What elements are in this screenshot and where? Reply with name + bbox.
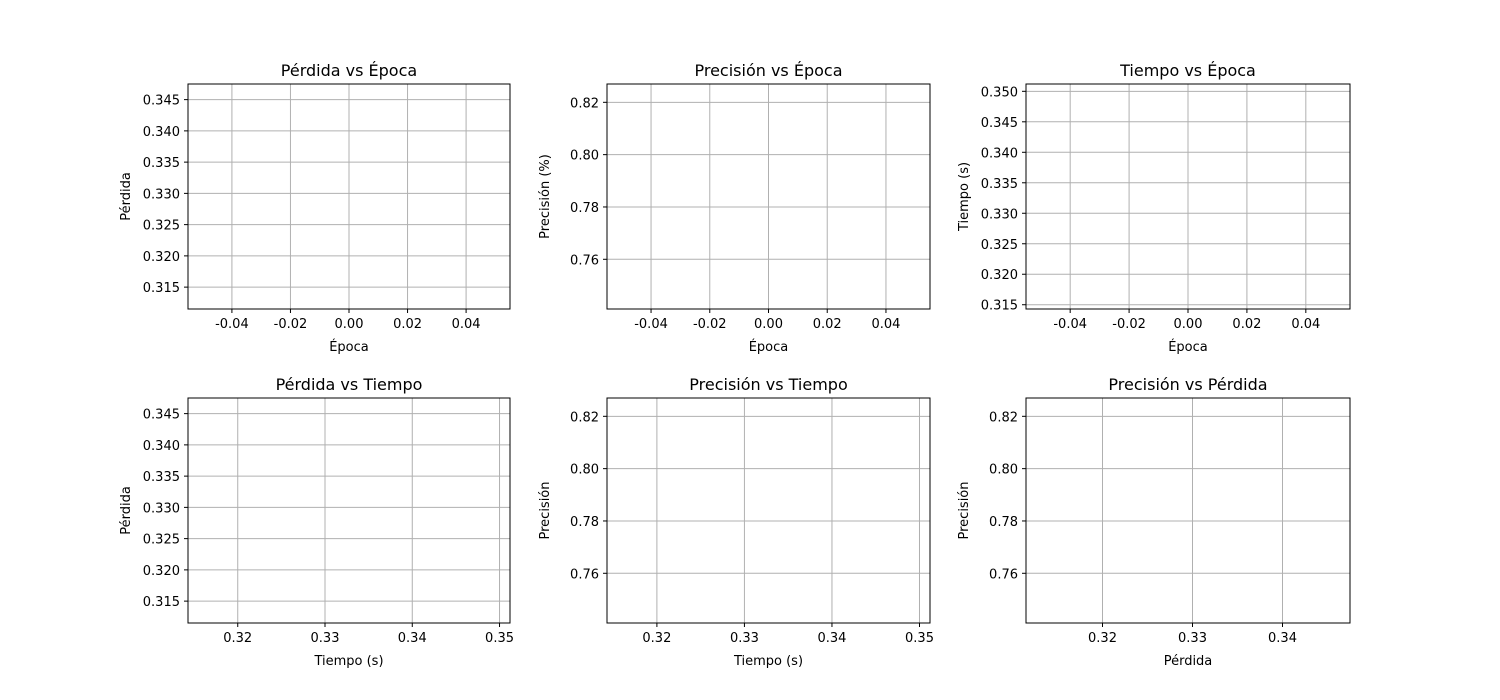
x-tick-label: -0.04 xyxy=(634,317,668,332)
y-tick-label: 0.80 xyxy=(989,463,1018,478)
y-axis-label: Precisión (%) xyxy=(538,154,553,239)
y-tick-label: 0.82 xyxy=(570,96,599,111)
y-tick-label: 0.80 xyxy=(570,149,599,164)
x-tick-label: 0.04 xyxy=(1291,317,1320,332)
x-tick-label: 0.02 xyxy=(393,317,422,332)
x-tick-label: 0.00 xyxy=(335,317,364,332)
y-tick-label: 0.340 xyxy=(143,439,180,454)
x-tick-label: 0.04 xyxy=(871,317,900,332)
y-tick-label: 0.315 xyxy=(981,299,1018,314)
chart-title: Pérdida vs Época xyxy=(281,61,417,80)
y-tick-label: 0.340 xyxy=(981,146,1018,161)
axes-frame xyxy=(1025,397,1351,624)
subplot: -0.04 -0.02 0.00 0.02 0.04 0.76 0.78 0.80 0.82 Pr… xyxy=(538,61,931,355)
y-axis-label: Precisión xyxy=(538,481,553,539)
x-axis-label: Pérdida xyxy=(1164,654,1213,669)
x-tick-label: -0.04 xyxy=(1053,317,1087,332)
axes-frame xyxy=(1025,83,1351,310)
y-axis-label: Pérdida xyxy=(119,172,134,221)
y-axis-label: Tiempo (s) xyxy=(957,162,972,232)
chart-title: Precisión vs Pérdida xyxy=(1108,375,1267,394)
y-tick-label: 0.345 xyxy=(143,408,180,423)
subplot: 0.32 0.33 0.34 0.35 0.76 0.78 0.80 0.82 Precisió… xyxy=(538,375,934,669)
x-tick-label: -0.04 xyxy=(215,317,249,332)
subplot: -0.04 -0.02 0.00 0.02 0.04 0.315 0.320 0.325 0.3… xyxy=(119,61,511,355)
y-tick-label: 0.330 xyxy=(143,501,180,516)
x-tick-label: 0.33 xyxy=(311,631,340,646)
y-tick-label: 0.82 xyxy=(989,410,1018,425)
x-tick-label: 0.02 xyxy=(813,317,842,332)
x-tick-label: 0.32 xyxy=(1088,631,1117,646)
x-axis-label: Tiempo (s) xyxy=(313,654,383,669)
y-tick-label: 0.80 xyxy=(570,463,599,478)
subplot: 0.32 0.33 0.34 0.76 0.78 0.80 0.82 Precisión vs… xyxy=(957,375,1351,669)
y-tick-label: 0.315 xyxy=(143,281,180,296)
subplot: 0.32 0.33 0.34 0.35 0.315 0.320 0.325 0.330 0.33… xyxy=(119,375,514,669)
y-tick-label: 0.335 xyxy=(143,156,180,171)
chart-title: Pérdida vs Tiempo xyxy=(276,375,423,394)
x-tick-label: 0.33 xyxy=(1178,631,1207,646)
x-axis-label: Tiempo (s) xyxy=(733,654,803,669)
x-tick-label: 0.00 xyxy=(754,317,783,332)
y-tick-label: 0.325 xyxy=(143,219,180,234)
x-tick-label: 0.00 xyxy=(1174,317,1203,332)
x-tick-label: 0.04 xyxy=(452,317,481,332)
x-tick-label: 0.34 xyxy=(817,631,846,646)
y-tick-label: 0.315 xyxy=(143,595,180,610)
y-axis-label: Pérdida xyxy=(119,486,134,535)
y-tick-label: 0.320 xyxy=(981,268,1018,283)
x-tick-label: 0.32 xyxy=(223,631,252,646)
y-tick-label: 0.320 xyxy=(143,564,180,579)
y-tick-label: 0.78 xyxy=(989,515,1018,530)
y-tick-label: 0.345 xyxy=(981,116,1018,131)
axes-frame xyxy=(187,397,511,624)
chart-title: Precisión vs Tiempo xyxy=(689,375,847,394)
axes-frame xyxy=(187,83,511,310)
x-axis-label: Época xyxy=(749,339,789,355)
y-tick-label: 0.340 xyxy=(143,125,180,140)
y-tick-label: 0.82 xyxy=(570,410,599,425)
x-tick-label: 0.33 xyxy=(730,631,759,646)
y-tick-label: 0.335 xyxy=(981,177,1018,192)
y-tick-label: 0.320 xyxy=(143,250,180,265)
y-tick-label: 0.76 xyxy=(570,567,599,582)
y-tick-label: 0.330 xyxy=(143,187,180,202)
x-tick-label: -0.02 xyxy=(1112,317,1146,332)
x-axis-label: Época xyxy=(329,339,369,355)
y-tick-label: 0.78 xyxy=(570,201,599,216)
x-tick-label: 0.34 xyxy=(398,631,427,646)
x-tick-label: -0.02 xyxy=(693,317,727,332)
x-tick-label: 0.35 xyxy=(485,631,514,646)
axes-frame xyxy=(606,397,931,624)
x-tick-label: 0.34 xyxy=(1268,631,1297,646)
chart-title: Precisión vs Época xyxy=(694,61,842,80)
axes-frame xyxy=(606,83,931,310)
chart-title: Tiempo vs Época xyxy=(1119,61,1256,80)
y-tick-label: 0.78 xyxy=(570,515,599,530)
x-tick-label: 0.02 xyxy=(1232,317,1261,332)
y-tick-label: 0.76 xyxy=(570,253,599,268)
y-tick-label: 0.330 xyxy=(981,207,1018,222)
y-tick-label: 0.350 xyxy=(981,85,1018,100)
y-tick-label: 0.76 xyxy=(989,567,1018,582)
y-axis-label: Precisión xyxy=(957,481,972,539)
x-tick-label: -0.02 xyxy=(274,317,308,332)
y-tick-label: 0.345 xyxy=(143,94,180,109)
x-axis-label: Época xyxy=(1168,339,1208,355)
y-tick-label: 0.335 xyxy=(143,470,180,485)
y-tick-label: 0.325 xyxy=(981,238,1018,253)
y-tick-label: 0.325 xyxy=(143,533,180,548)
x-tick-label: 0.32 xyxy=(642,631,671,646)
x-tick-label: 0.35 xyxy=(905,631,934,646)
subplot: -0.04 -0.02 0.00 0.02 0.04 0.315 0.320 0.325 0.3… xyxy=(957,61,1351,355)
